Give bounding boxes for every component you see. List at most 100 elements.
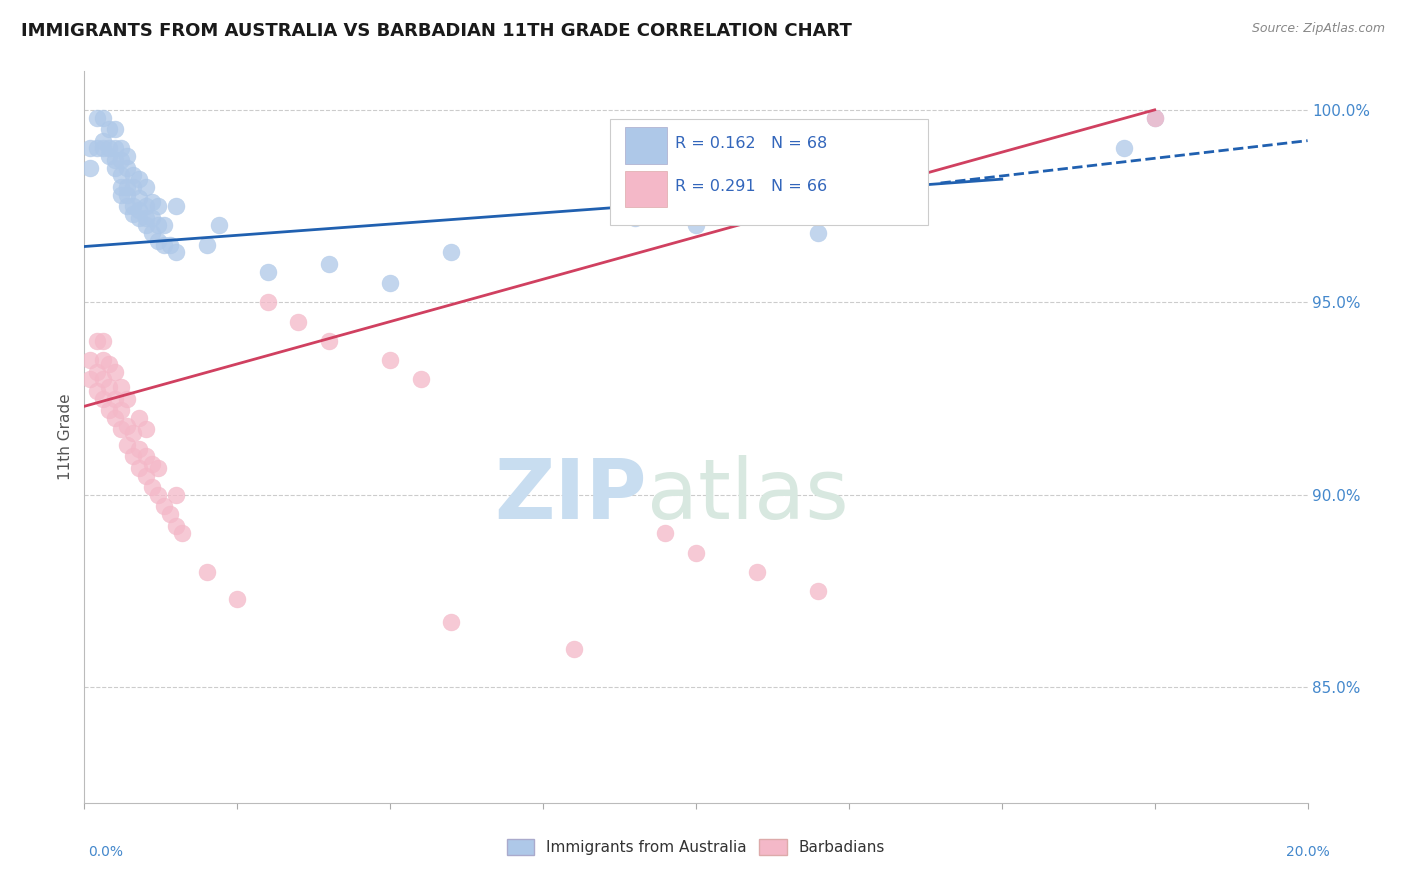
Point xyxy=(141,457,163,471)
Point xyxy=(1143,111,1166,125)
Point xyxy=(128,410,150,425)
Point xyxy=(115,392,138,406)
Text: 0.0%: 0.0% xyxy=(89,845,122,859)
Point xyxy=(195,237,218,252)
Point xyxy=(159,507,181,521)
Point xyxy=(91,353,114,368)
Point xyxy=(86,365,108,379)
Point xyxy=(86,141,108,155)
Point xyxy=(110,380,132,394)
Point xyxy=(257,295,280,310)
Point xyxy=(146,219,169,233)
Point xyxy=(86,111,108,125)
Point xyxy=(128,202,150,217)
Point xyxy=(122,199,145,213)
Point xyxy=(91,111,114,125)
Point xyxy=(91,392,114,406)
Point xyxy=(153,500,176,514)
Point xyxy=(807,584,830,599)
Point xyxy=(122,169,145,183)
Point xyxy=(110,187,132,202)
Point xyxy=(208,219,231,233)
Point xyxy=(110,169,132,183)
Point xyxy=(86,384,108,398)
Point xyxy=(195,565,218,579)
Point xyxy=(86,334,108,348)
Text: R = 0.162   N = 68: R = 0.162 N = 68 xyxy=(675,136,827,151)
Point xyxy=(122,179,145,194)
Point xyxy=(440,615,463,629)
Point xyxy=(165,199,187,213)
Point xyxy=(685,219,707,233)
Text: Source: ZipAtlas.com: Source: ZipAtlas.com xyxy=(1251,22,1385,36)
Point xyxy=(440,245,463,260)
Point xyxy=(128,172,150,186)
Point xyxy=(654,179,676,194)
Text: ZIP: ZIP xyxy=(495,455,647,536)
Point xyxy=(146,199,169,213)
Point xyxy=(110,141,132,155)
Point xyxy=(807,226,830,240)
Point xyxy=(97,122,120,136)
Point xyxy=(141,195,163,210)
Point xyxy=(128,211,150,225)
Point xyxy=(104,365,127,379)
Point xyxy=(165,245,187,260)
Point xyxy=(122,207,145,221)
Point xyxy=(146,461,169,475)
Point xyxy=(153,237,176,252)
Point xyxy=(287,315,309,329)
Point xyxy=(79,161,101,175)
Point xyxy=(165,518,187,533)
Point xyxy=(104,141,127,155)
Point xyxy=(122,426,145,441)
Point xyxy=(115,199,138,213)
Point xyxy=(141,226,163,240)
Point xyxy=(115,187,138,202)
Point xyxy=(747,565,769,579)
Point xyxy=(380,276,402,290)
Point xyxy=(110,403,132,417)
Text: 20.0%: 20.0% xyxy=(1285,845,1330,859)
FancyBboxPatch shape xyxy=(610,119,928,225)
Point xyxy=(135,468,157,483)
Point xyxy=(135,450,157,464)
Text: IMMIGRANTS FROM AUSTRALIA VS BARBADIAN 11TH GRADE CORRELATION CHART: IMMIGRANTS FROM AUSTRALIA VS BARBADIAN 1… xyxy=(21,22,852,40)
Point xyxy=(624,211,647,225)
Point xyxy=(146,488,169,502)
Point xyxy=(257,264,280,278)
Point xyxy=(115,438,138,452)
Text: R = 0.291   N = 66: R = 0.291 N = 66 xyxy=(675,179,827,194)
Point xyxy=(91,134,114,148)
Point xyxy=(318,334,340,348)
Point xyxy=(104,153,127,167)
Point xyxy=(104,392,127,406)
Point xyxy=(409,372,432,386)
Point xyxy=(91,334,114,348)
Point xyxy=(128,442,150,456)
Point xyxy=(79,141,101,155)
Legend: Immigrants from Australia, Barbadians: Immigrants from Australia, Barbadians xyxy=(501,833,891,861)
Point xyxy=(172,526,194,541)
FancyBboxPatch shape xyxy=(626,127,666,163)
Point xyxy=(135,199,157,213)
Text: atlas: atlas xyxy=(647,455,849,536)
Point xyxy=(110,153,132,167)
Point xyxy=(79,372,101,386)
Point xyxy=(654,526,676,541)
Point xyxy=(128,191,150,205)
Y-axis label: 11th Grade: 11th Grade xyxy=(58,393,73,481)
Point xyxy=(115,149,138,163)
Point xyxy=(685,545,707,559)
Point xyxy=(104,161,127,175)
Point xyxy=(226,591,249,606)
Point xyxy=(159,237,181,252)
Point xyxy=(1114,141,1136,155)
Point xyxy=(104,122,127,136)
Point xyxy=(115,418,138,433)
Point xyxy=(115,179,138,194)
Point xyxy=(110,179,132,194)
Point xyxy=(135,219,157,233)
Point xyxy=(135,211,157,225)
Point xyxy=(97,141,120,155)
